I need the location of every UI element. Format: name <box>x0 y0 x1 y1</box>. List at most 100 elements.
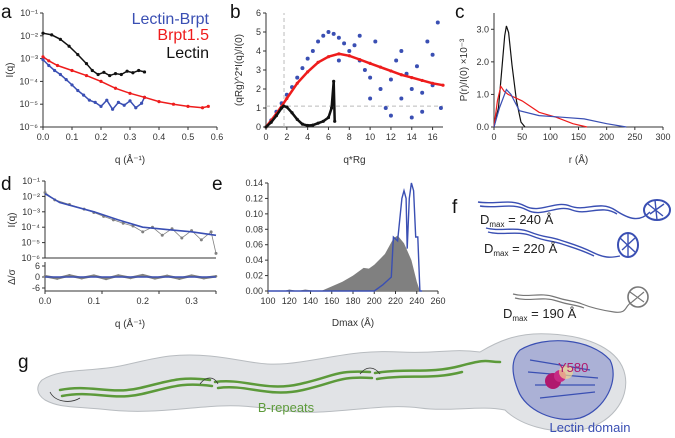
panel-b-x-tick-label: 14 <box>407 132 417 142</box>
panel-d-y-tick-label: 10⁻⁶ <box>22 253 41 263</box>
panel-d-y-tick-label: 10⁻² <box>22 191 40 201</box>
panel-letter-b: b <box>230 2 241 23</box>
panel-a-x-tick-label: 0.6 <box>211 132 224 142</box>
panel-b-red-point <box>420 78 424 83</box>
panel-b-black-point <box>285 105 289 109</box>
panel-d-data-point <box>209 230 213 234</box>
panel-a-y-tick-label: 10⁻¹ <box>20 8 38 18</box>
panel-c-x-tick-label: 250 <box>627 132 642 142</box>
panel-a-brpt15-point <box>70 68 74 73</box>
panel-d-residual-y-tick-label: -6 <box>32 283 40 293</box>
panel-a-brpt15-point <box>206 104 210 109</box>
panel-a-lectin-point <box>131 71 135 75</box>
panel-a-lectin-brpt-point <box>87 98 91 102</box>
panel-b-red-point <box>358 57 362 62</box>
panel-a-lectin-brpt-point <box>122 103 126 107</box>
panel-b-blue-point <box>388 113 393 118</box>
panel-b-blue-point <box>305 56 310 61</box>
panel-a-lectin-point <box>137 68 141 73</box>
panel-a-brpt15-point <box>157 100 161 104</box>
panel-b-blue-point <box>362 68 367 72</box>
panel-b-y-tick-label: 6 <box>256 8 261 18</box>
panel-b-y-tick-label: 3 <box>256 65 261 75</box>
panel-e-x-tick-label: 160 <box>324 296 339 306</box>
panel-d-axes <box>44 181 216 259</box>
panel-a-lectin-point <box>108 73 112 78</box>
panel-b-x-tick-label: 10 <box>365 132 375 142</box>
legend-lectin-brpt: Lectin-Brpt <box>132 11 210 28</box>
panel-b-black-point <box>316 121 320 125</box>
panel-b-red-point <box>430 81 435 85</box>
panel-b-red-point <box>316 60 320 64</box>
panel-b-black-point <box>282 104 286 108</box>
panel-d-residuals-point <box>116 274 120 277</box>
panel-b-axes <box>265 13 443 128</box>
panel-e-y-tick-label: 0.14 <box>245 178 263 188</box>
panel-b-black-point <box>329 106 334 110</box>
panel-a-lectin-brpt-point <box>58 72 63 77</box>
panel-a-lectin-point <box>90 68 94 73</box>
panel-letter-g: g <box>18 352 29 373</box>
panel-b-y-label: (qRg)^2*I(q)/I(0) <box>234 34 245 106</box>
panel-a-lectin-brpt-point <box>64 77 68 82</box>
panel-a-brpt15-point <box>186 104 190 109</box>
panel-b-blue-point <box>409 115 414 120</box>
panel-c-brpt15-line <box>493 84 588 128</box>
panel-e-y-tick-label: 0.04 <box>245 255 263 265</box>
panel-d-x-tick-label: 0.0 <box>39 296 52 306</box>
panel-b-red-point <box>368 61 372 65</box>
panel-d-fit-line <box>44 193 217 237</box>
panel-e-x-tick-label: 260 <box>430 296 445 306</box>
panel-a-lectin-point <box>84 62 89 66</box>
structure-dmax-220 <box>485 227 639 258</box>
panel-a-brpt15-point <box>171 102 176 106</box>
panel-b-x-label: q*Rg <box>343 155 365 166</box>
full-length-structure <box>37 333 627 432</box>
panel-d-data-point <box>160 233 164 237</box>
legend-lectin: Lectin <box>166 45 209 62</box>
panel-a-lectin-point <box>67 44 71 48</box>
panel-b-y-tick-label: 0 <box>256 122 261 132</box>
panel-d-y-tick-label: 10⁻³ <box>22 207 40 217</box>
panel-c-x-tick-label: 150 <box>571 132 586 142</box>
panel-a-brpt15-point <box>84 73 89 78</box>
panel-letter-f: f <box>452 197 458 218</box>
panel-d-y-tick-label: 10⁻⁵ <box>22 238 41 248</box>
panel-b-blue-point <box>331 31 336 36</box>
panel-b-black-point <box>332 79 336 83</box>
panel-a-lectin-point <box>50 33 54 37</box>
panel-b-red-point <box>441 83 445 87</box>
panel-c-x-tick-label: 200 <box>599 132 614 142</box>
panel-a-y-label: I(q) <box>5 63 16 78</box>
ligand-highlight <box>559 365 573 379</box>
panel-a-lectin-point <box>119 72 123 77</box>
panel-a-brpt15-point <box>142 95 147 99</box>
panel-c-x-tick-label: 0 <box>491 132 496 142</box>
panel-d-residuals-point <box>55 277 59 280</box>
panel-b-y-tick-label: 2 <box>256 84 261 94</box>
panel-a-lectin-point <box>41 31 45 35</box>
panel-a-lectin-brpt-point <box>53 68 57 73</box>
panel-b-black-point <box>333 119 337 123</box>
panel-a-lectin-brpt-point <box>41 58 45 62</box>
panel-b-black-point <box>290 111 294 115</box>
panel-b-black-point <box>300 122 305 126</box>
panel-d-residuals-point <box>68 274 71 277</box>
panel-e-y-tick-label: 0.00 <box>245 286 263 296</box>
panel-e-y-tick-label: 0.06 <box>245 240 263 250</box>
panel-b-blue-point <box>394 58 399 63</box>
panel-a-lectin-point <box>113 71 118 76</box>
panel-b-blue-point <box>383 106 388 110</box>
panel-d-residual-y-tick-label: 0 <box>35 272 40 282</box>
panel-b-x-tick-label: 16 <box>428 132 438 142</box>
panel-b-red-point <box>378 65 383 69</box>
panel-b-blue-point <box>399 49 404 53</box>
panel-b-blue-point <box>420 90 425 95</box>
panel-b-red-point <box>295 81 299 85</box>
panel-d-residuals-point <box>104 277 108 281</box>
panel-d-x-tick-label: 0.3 <box>185 296 198 306</box>
dmax-240-label: Dmax = 240 Å <box>480 212 554 229</box>
loop-strands <box>49 367 381 402</box>
panel-b-black-point <box>264 125 268 129</box>
panel-e-x-tick-label: 200 <box>367 296 382 306</box>
